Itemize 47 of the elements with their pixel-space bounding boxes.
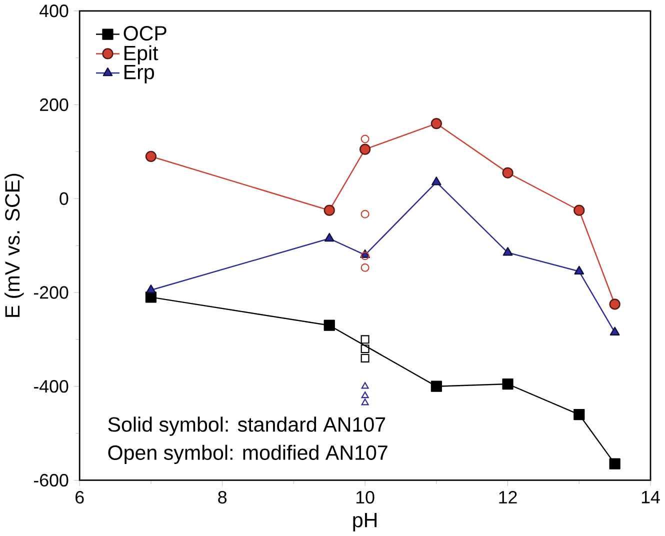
- annotation: Solid symbol: standard AN107: [108, 416, 386, 436]
- y-axis-title: E (mV vs. SCE): [4, 174, 24, 317]
- point: [502, 378, 514, 390]
- point: [360, 335, 370, 344]
- point: [360, 263, 370, 272]
- point: [324, 232, 334, 242]
- legend-label: Erp: [124, 64, 154, 84]
- point: [324, 320, 335, 331]
- point: [361, 391, 369, 398]
- point: [430, 118, 442, 130]
- point: [145, 150, 157, 162]
- point: [574, 408, 585, 420]
- y-tick-label: -200: [34, 286, 68, 299]
- point: [610, 326, 620, 336]
- x-axis-title: pH: [353, 513, 377, 532]
- y-tick-label: 400: [40, 4, 68, 18]
- point: [574, 204, 585, 216]
- y-tick-label: -600: [34, 474, 68, 487]
- legend-label: OCP: [124, 26, 166, 41]
- point: [360, 210, 370, 218]
- y-tick-label: 0: [60, 192, 68, 205]
- point: [324, 204, 335, 216]
- point: [361, 382, 369, 389]
- legend-label: Epit: [124, 45, 158, 64]
- y-tick-label: 200: [40, 98, 68, 112]
- x-tick-label: 14: [642, 490, 660, 504]
- point: [145, 292, 157, 303]
- point: [361, 398, 369, 406]
- point: [609, 298, 620, 310]
- point: [146, 284, 156, 294]
- point: [502, 247, 513, 256]
- point: [359, 144, 371, 155]
- point: [574, 266, 584, 274]
- y-tick-label: -400: [34, 380, 68, 393]
- x-tick-label: 8: [218, 490, 227, 504]
- x-tick-label: 6: [76, 490, 84, 504]
- point: [432, 176, 442, 186]
- x-tick-label: 12: [499, 490, 517, 504]
- point: [360, 134, 370, 144]
- annotation: Open symbol: modified AN107: [108, 444, 388, 464]
- point: [430, 380, 442, 392]
- point: [360, 354, 370, 362]
- point: [360, 344, 370, 354]
- point: [502, 167, 514, 178]
- x-tick-label: 10: [356, 490, 374, 504]
- point: [360, 252, 370, 260]
- point: [609, 458, 620, 470]
